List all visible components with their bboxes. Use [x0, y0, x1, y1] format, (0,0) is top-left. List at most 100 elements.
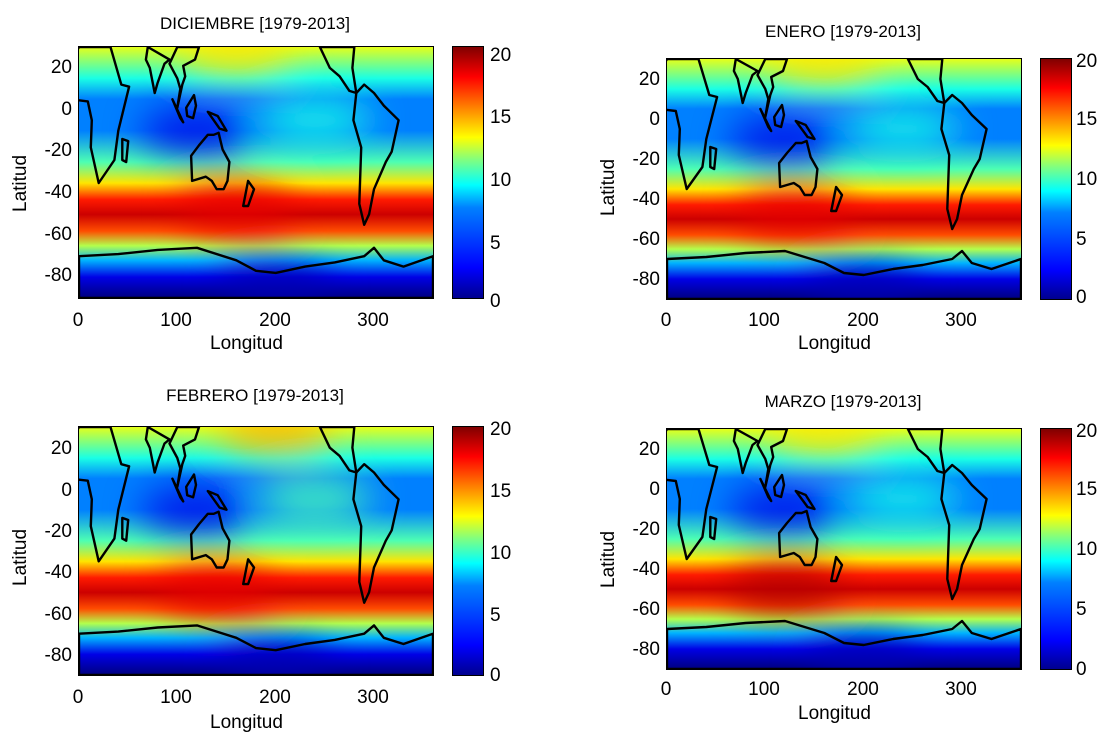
coastline-borneo — [773, 103, 786, 129]
chart-panel-diciembre: DICIEMBRE [1979-2013] 20 0 -20 -40 -60 -… — [0, 0, 556, 366]
colorbar-tick-label: 5 — [490, 233, 501, 254]
y-tick-label: -40 — [44, 182, 72, 203]
chart-title: FEBRERO [1979-2013] — [166, 386, 344, 405]
colorbar-tick-label: 10 — [490, 170, 512, 191]
coastline-newzealand — [830, 555, 844, 583]
coastline-newguinea — [794, 489, 816, 511]
coastline-namerica — [906, 429, 946, 475]
y-tick-label: 20 — [638, 69, 660, 90]
y-tick-label: 20 — [638, 439, 660, 460]
coastline-newzealand — [830, 185, 844, 213]
x-axis-label: Longitud — [798, 333, 871, 354]
chart-panel-enero: ENERO [1979-2013] 20 0 -20 -40 -60 -80 0… — [0, 0, 1112, 366]
y-tick-label: -40 — [632, 189, 660, 210]
colorbar — [1040, 58, 1072, 300]
chart-panel-febrero: FEBRERO [1979-2013] 20 0 -20 -40 -60 -80… — [0, 0, 556, 733]
y-tick-label: -40 — [44, 562, 72, 583]
coastline-asia — [756, 59, 789, 119]
x-tick-label: 200 — [259, 310, 291, 331]
y-tick-label: -20 — [632, 519, 660, 540]
y-tick-label: -80 — [44, 265, 72, 286]
heatmap-features — [728, 429, 960, 669]
x-tick-label: 0 — [660, 310, 672, 331]
coastline-newguinea — [206, 110, 228, 132]
colorbar-tick-label: 10 — [1076, 539, 1098, 560]
coastline-australia — [189, 510, 231, 569]
coastline-madagascar — [121, 516, 130, 542]
y-tick-label: 0 — [649, 109, 660, 130]
y-tick-label: -60 — [44, 604, 72, 625]
coastline-madagascar — [121, 137, 130, 164]
coastline-sumatra — [171, 98, 185, 124]
y-tick-label: 0 — [61, 99, 72, 120]
colorbar — [452, 426, 484, 676]
heatmap-cell — [767, 429, 881, 455]
coastlines — [79, 427, 433, 675]
colorbar-tick-label: 0 — [1076, 287, 1087, 308]
y-tick-label: 0 — [649, 479, 660, 500]
x-tick-label: 300 — [357, 687, 389, 708]
colorbar-tick-label: 10 — [490, 543, 512, 564]
heatmap-cell — [219, 427, 333, 454]
heatmap-background — [79, 427, 433, 675]
heatmap-cell — [258, 97, 372, 143]
colorbar-tick-label: 5 — [1076, 229, 1087, 250]
coastline-borneo — [185, 93, 198, 120]
colorbar-tick-label: 20 — [490, 45, 512, 66]
x-tick-label: 100 — [748, 310, 780, 331]
coastline-australia — [777, 509, 819, 567]
coastlines — [79, 47, 433, 298]
coastline-india — [732, 429, 759, 475]
coastline-borneo — [185, 473, 198, 499]
y-axis-label: Latitud — [598, 530, 619, 588]
y-tick-label: 20 — [50, 438, 72, 459]
coastline-australia — [189, 131, 231, 191]
coastline-asia — [168, 427, 201, 489]
coastline-india — [144, 47, 171, 95]
x-tick-label: 300 — [357, 310, 389, 331]
heatmap-cell — [807, 637, 921, 669]
colorbar-tick-label: 15 — [490, 481, 512, 502]
colorbar-tick-label: 0 — [490, 665, 501, 686]
x-tick-label: 100 — [160, 310, 192, 331]
coastline-antarctica — [79, 624, 433, 675]
heatmap-background — [79, 47, 433, 298]
heatmap-cell — [140, 487, 254, 532]
y-tick-label: -80 — [44, 645, 72, 666]
coastline-asia — [168, 47, 201, 109]
colorbar-tick-label: 15 — [490, 107, 512, 128]
coastline-samerica — [352, 83, 400, 226]
heatmap-cell — [219, 642, 333, 675]
colorbar-tick-label: 5 — [1076, 599, 1087, 620]
heatmap-cell — [767, 59, 881, 85]
x-tick-label: 300 — [945, 679, 977, 700]
coastline-madagascar — [709, 145, 718, 171]
colorbar-tick-label: 15 — [1076, 479, 1098, 500]
colorbar-tick-label: 15 — [1076, 109, 1098, 130]
chart-title: ENERO [1979-2013] — [765, 22, 921, 41]
y-tick-label: -80 — [632, 269, 660, 290]
heatmap-background — [667, 429, 1021, 669]
x-axis-label: Longitud — [798, 703, 871, 724]
chart-title: MARZO [1979-2013] — [764, 392, 922, 411]
y-tick-label: -20 — [632, 149, 660, 170]
coastline-africa — [79, 427, 131, 563]
coastline-antarctica — [79, 246, 433, 298]
heatmap-cell — [728, 487, 842, 531]
heatmap-cell — [846, 477, 960, 521]
heatmap-cell — [258, 477, 372, 522]
x-tick-label: 100 — [748, 679, 780, 700]
coastline-newguinea — [794, 119, 816, 141]
colorbar-tick-label: 20 — [1076, 421, 1098, 442]
x-tick-label: 100 — [160, 687, 192, 708]
x-axis-label: Longitud — [210, 712, 283, 733]
x-tick-label: 0 — [72, 310, 84, 331]
heatmap-cell — [728, 567, 842, 611]
y-tick-label: 20 — [50, 57, 72, 78]
coastline-antarctica — [667, 249, 1021, 299]
coastline-asia — [756, 429, 789, 489]
coastline-africa — [79, 47, 131, 185]
x-tick-label: 200 — [847, 679, 879, 700]
coastline-sumatra — [759, 477, 773, 503]
y-tick-label: -60 — [44, 224, 72, 245]
